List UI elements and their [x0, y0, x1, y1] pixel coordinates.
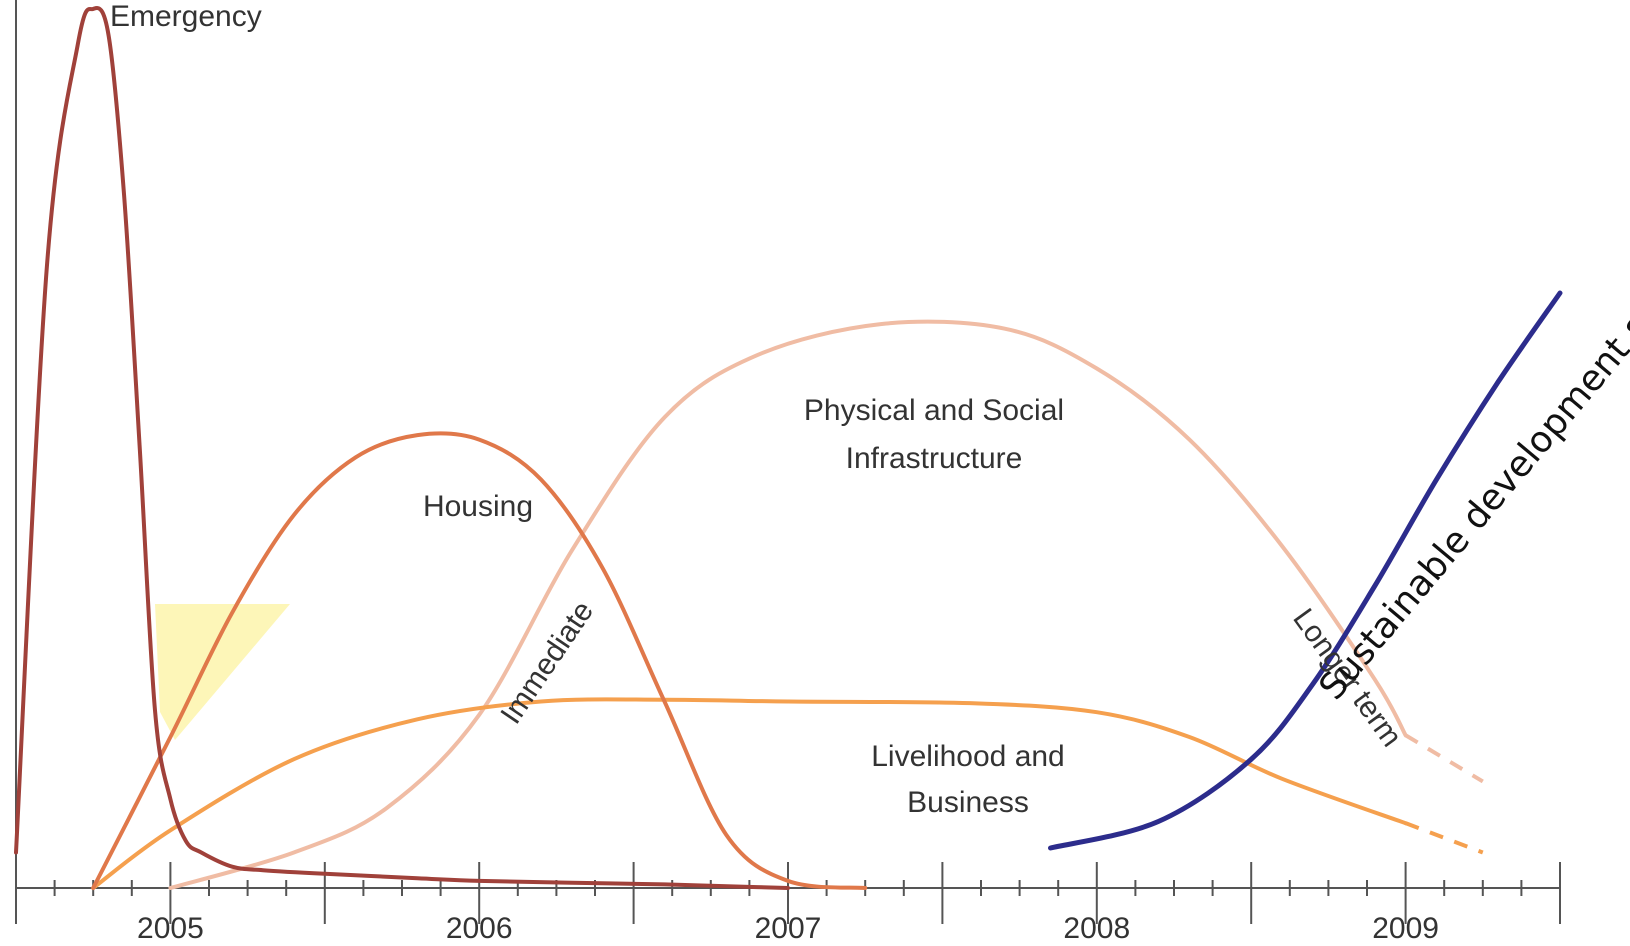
housing-label: Housing	[423, 490, 533, 523]
series-line-physical-and-social-infrastructure	[168, 319, 1408, 890]
x-tick-label: 2007	[755, 912, 822, 945]
livelihood-label-line2: Business	[907, 786, 1029, 819]
highlight-region	[155, 604, 290, 740]
series-layer	[14, 6, 1563, 890]
emergency-label: Emergency	[110, 0, 262, 33]
series-line-livelihood-and-business	[91, 697, 1408, 890]
series-line-housing	[91, 431, 868, 890]
livelihood-label-line1: Livelihood and	[871, 740, 1065, 773]
x-tick-label: 2008	[1063, 912, 1130, 945]
series-line-sustainable-development-stage	[1048, 290, 1563, 851]
x-tick-label: 2006	[446, 912, 513, 945]
series-line-emergency	[14, 6, 790, 890]
series-extensions	[1404, 733, 1484, 855]
series-extension-livelihood-and-business	[1404, 821, 1484, 855]
infrastructure-label-line2: Infrastructure	[846, 442, 1023, 475]
infrastructure-label-line1: Physical and Social	[804, 394, 1064, 427]
series-extension-physical-and-social-infrastructure	[1404, 733, 1484, 784]
x-tick-label: 2005	[137, 912, 204, 945]
sustainable-stage-label: Sustainable development stage	[1311, 244, 1630, 708]
x-axis-tick-labels: 2005 2006 2007 2008 2009	[137, 912, 1439, 945]
x-tick-label: 2009	[1372, 912, 1439, 945]
